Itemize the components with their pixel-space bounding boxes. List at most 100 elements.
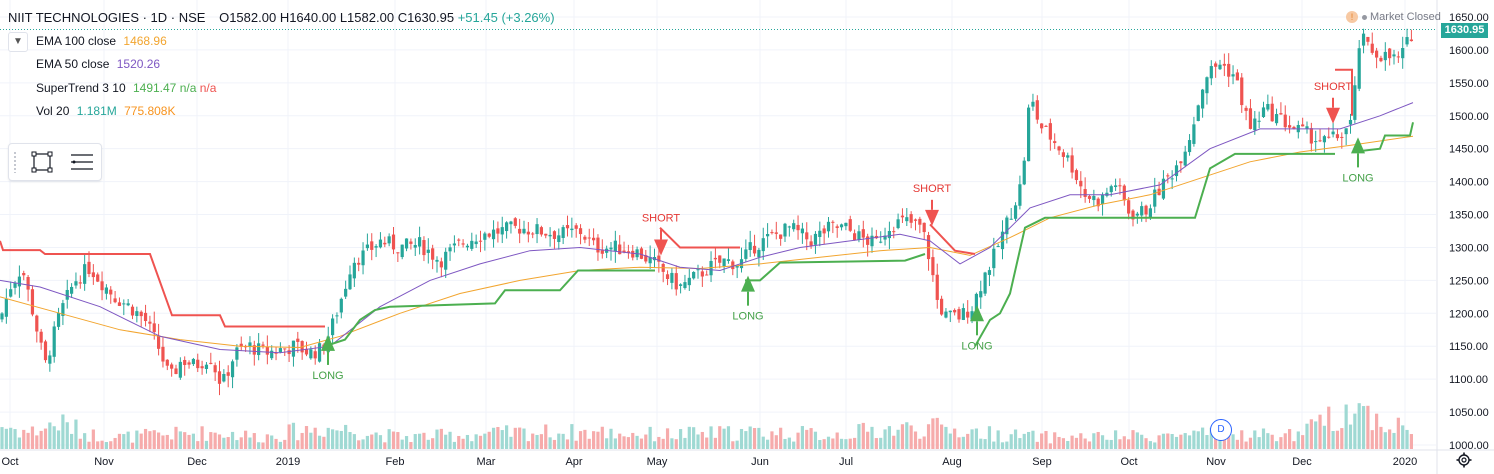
change-value: +51.45 (+3.26%) (457, 10, 555, 25)
candle-body (317, 343, 322, 362)
candle-body (913, 219, 918, 221)
volume-bar (161, 435, 165, 449)
volume-bar (130, 442, 135, 449)
candle-body (13, 282, 17, 288)
candle-body (813, 233, 818, 245)
collapse-legend-button[interactable]: ▼ (8, 32, 28, 52)
volume-bar (1000, 442, 1005, 449)
volume-bar (1375, 413, 1379, 449)
candle-body (1170, 178, 1174, 180)
clock-icon[interactable]: ! (1346, 11, 1358, 24)
candle-body (805, 232, 809, 240)
drag-handle-icon[interactable] (13, 151, 17, 173)
volume-bar (1331, 431, 1335, 449)
object-tree-icon[interactable] (69, 152, 95, 172)
volume-bar (1140, 434, 1144, 449)
volume-bar (1005, 441, 1009, 449)
volume-bar (461, 438, 465, 449)
candle-body (400, 244, 404, 258)
symbol-title[interactable]: NIIT TECHNOLOGIES · 1D · NSE (8, 10, 206, 25)
y-tick-label: 1350.00 (1449, 210, 1489, 222)
candle-body (1231, 74, 1235, 77)
volume-bar (413, 434, 417, 449)
candle-body (196, 359, 200, 369)
volume-bar (196, 441, 200, 449)
volume-bar (217, 434, 222, 449)
volume-bar (374, 432, 378, 449)
y-tick-label: 1450.00 (1449, 144, 1489, 156)
supertrend-up-segment (745, 253, 926, 282)
candle-body (431, 248, 435, 260)
volume-bar (100, 440, 104, 449)
volume-bar (474, 434, 478, 449)
candle-body (748, 242, 752, 251)
low-value: L1582.00 (339, 10, 395, 25)
volume-bar (713, 437, 717, 449)
volume-bar (583, 429, 587, 449)
rectangle-select-icon[interactable] (31, 151, 53, 173)
market-status-text: Market Closed (1370, 11, 1441, 23)
indicator-ema50[interactable]: EMA 50 close 1520.26 (36, 57, 160, 71)
candle-body (1409, 39, 1413, 42)
market-status[interactable]: ! Market Closed (1346, 11, 1441, 24)
volume-bar (831, 438, 835, 449)
candle-body (1148, 208, 1152, 218)
volume-bar (174, 426, 178, 449)
candle-body (1340, 136, 1344, 138)
volume-bar (657, 436, 661, 449)
volume-bar (117, 433, 122, 449)
ema50-line (0, 102, 1414, 354)
dividend-marker[interactable]: D (1210, 419, 1232, 441)
volume-bar (1305, 423, 1309, 449)
candle-body (1179, 161, 1183, 164)
candle-body (1114, 185, 1118, 188)
volume-bar (948, 433, 952, 449)
volume-bar (518, 427, 522, 449)
candle-body (1279, 113, 1283, 115)
candle-body (0, 313, 4, 320)
y-tick-label: 1200.00 (1449, 308, 1489, 320)
candle-body (826, 221, 831, 232)
volume-bar (1105, 439, 1109, 449)
candle-body (1288, 125, 1292, 128)
candle-body (122, 303, 126, 305)
candle-body (352, 262, 356, 279)
indicator-ema100[interactable]: EMA 100 close 1468.96 (36, 34, 167, 48)
candle-body (126, 303, 130, 306)
candle-body (1383, 51, 1387, 61)
candle-body (404, 238, 409, 249)
x-tick-label: Dec (187, 456, 207, 468)
volume-bar (1153, 442, 1157, 449)
volume-bar (1396, 417, 1400, 449)
candle-body (870, 235, 874, 247)
candle-body (1135, 213, 1139, 216)
candle-body (1031, 101, 1035, 107)
indicator-supertrend[interactable]: SuperTrend 3 10 1491.47 n/a n/a (36, 81, 216, 95)
volume-bar (552, 439, 557, 449)
candle-body (1274, 114, 1279, 124)
volume-bar (1048, 443, 1052, 449)
volume-bar (787, 437, 791, 449)
volume-bar (1144, 438, 1148, 449)
volume-bar (404, 436, 409, 449)
volume-bar (1157, 435, 1161, 449)
candle-body (766, 234, 770, 237)
ema100-path (0, 135, 1414, 349)
candle-body (800, 228, 804, 234)
candle-body (435, 259, 439, 262)
volume-bar (909, 425, 913, 449)
candle-body (587, 237, 591, 239)
volume-bar (565, 439, 570, 449)
volume-bar (491, 427, 496, 449)
indicator-volume[interactable]: Vol 20 1.181M 775.808K (36, 104, 175, 118)
candle-body (583, 236, 587, 240)
gear-icon[interactable] (1456, 452, 1472, 468)
volume-bar (979, 438, 983, 449)
volume-bar (596, 431, 600, 449)
x-tick-label: Dec (1292, 456, 1312, 468)
candle-body (861, 229, 865, 238)
volume-bar (335, 430, 339, 449)
candle-body (9, 289, 13, 297)
candle-body (592, 237, 596, 241)
